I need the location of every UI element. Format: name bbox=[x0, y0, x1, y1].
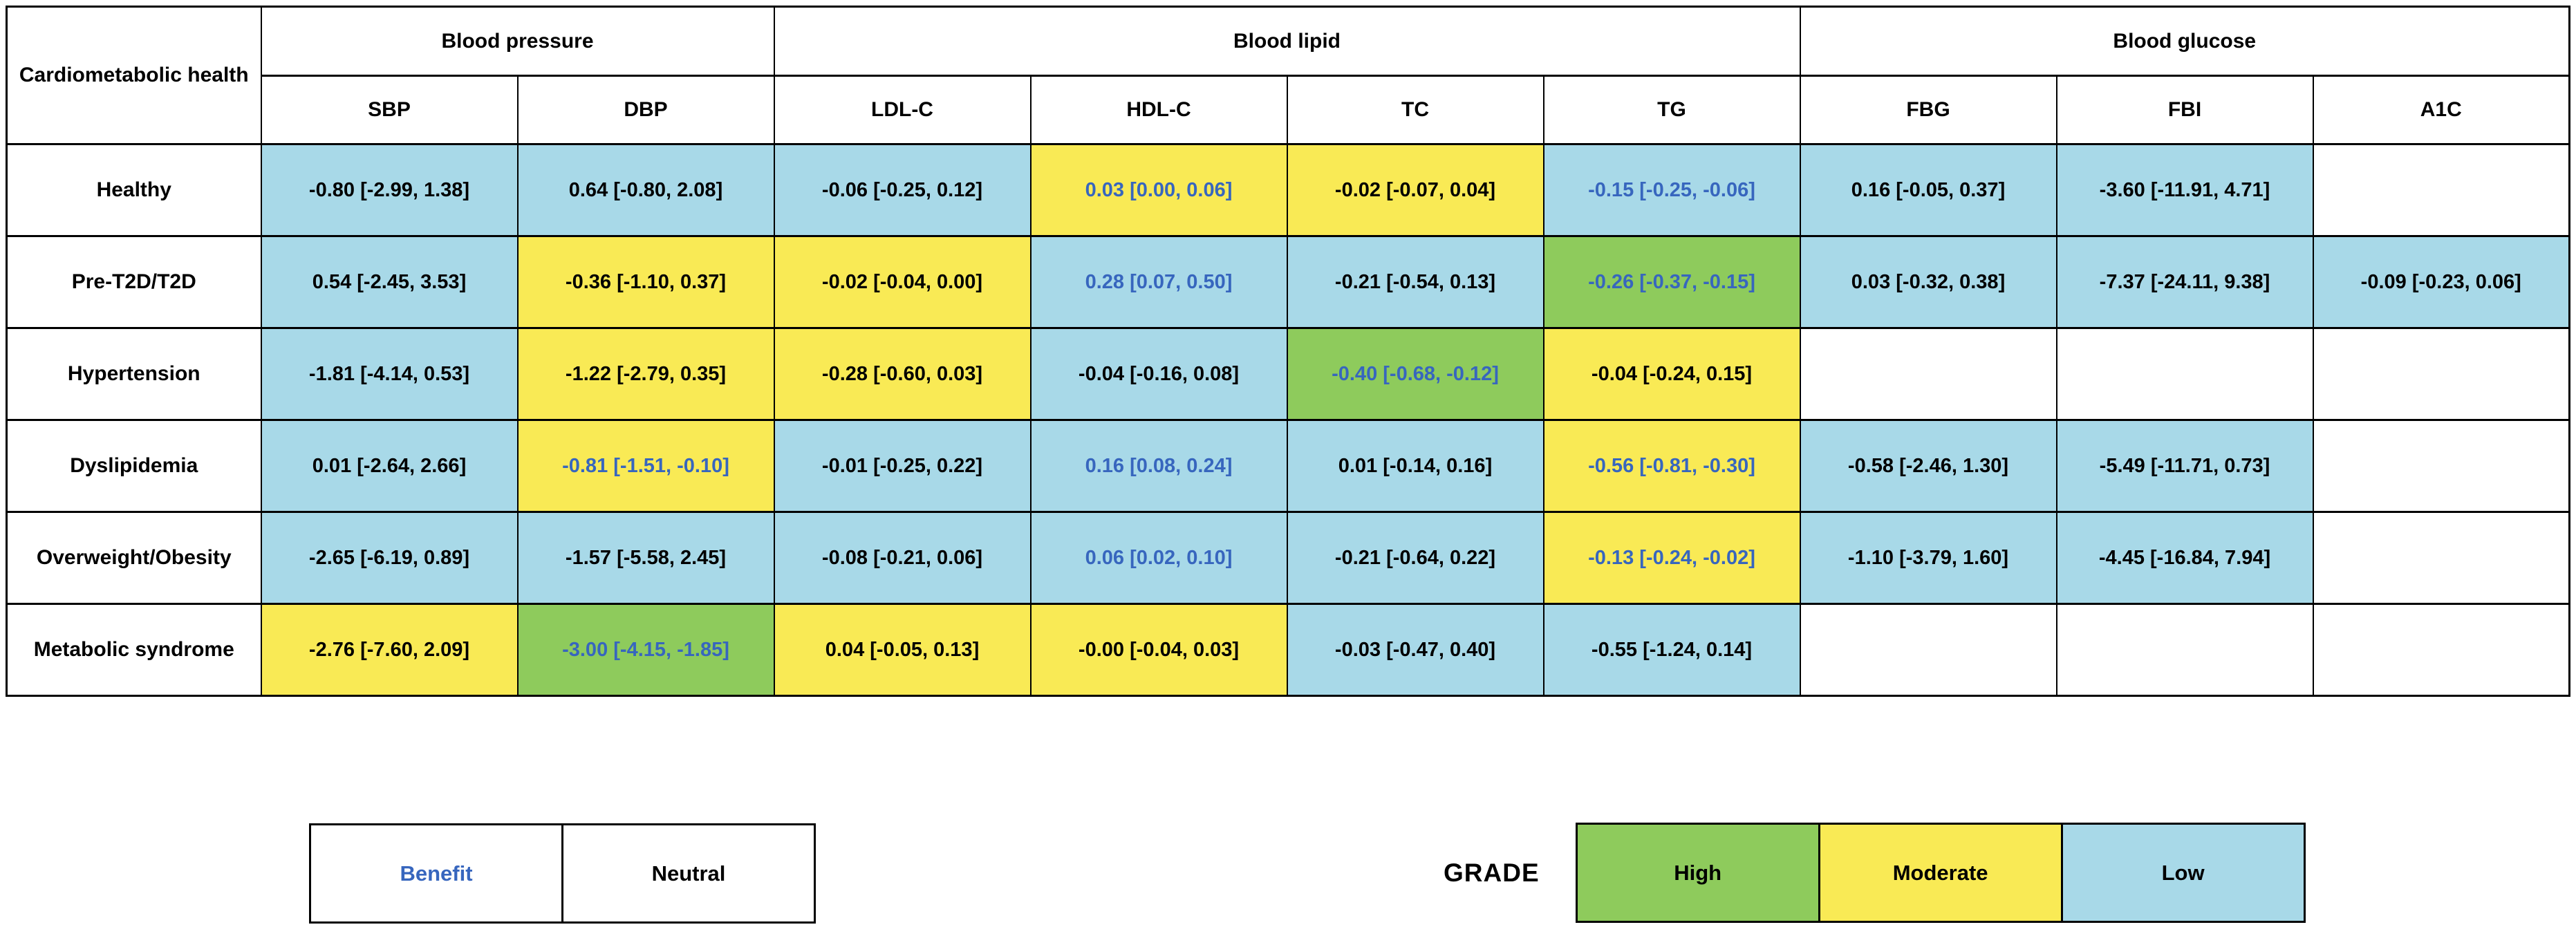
data-cell-healthy-dbp: 0.64 [-0.80, 2.08] bbox=[516, 143, 775, 237]
data-cell-metabolic-syndrome-hdl-c: -0.00 [-0.04, 0.03] bbox=[1029, 603, 1288, 697]
group-header-blood-lipid: Blood lipid bbox=[773, 6, 1801, 77]
data-cell-dyslipidemia-dbp: -0.81 [-1.51, -0.10] bbox=[516, 419, 775, 513]
column-header-dbp: DBP bbox=[516, 75, 775, 145]
table-row-metabolic-syndrome: Metabolic syndrome -2.76 [-7.60, 2.09] -3.… bbox=[6, 603, 2570, 697]
data-cell-dyslipidemia-hdl-c: 0.16 [0.08, 0.24] bbox=[1029, 419, 1288, 513]
data-cell-overweight-obesity-a1c bbox=[2312, 511, 2570, 605]
data-cell-hypertension-ldl-c: -0.28 [-0.60, 0.03] bbox=[773, 327, 1032, 421]
data-cell-dyslipidemia-fbi: -5.49 [-11.71, 0.73] bbox=[2055, 419, 2314, 513]
data-cell-dyslipidemia-a1c bbox=[2312, 419, 2570, 513]
group-header-blood-glucose: Blood glucose bbox=[1799, 6, 2570, 77]
data-cell-pre-t2d-t2d-a1c: -0.09 [-0.23, 0.06] bbox=[2312, 235, 2570, 329]
table-row-overweight-obesity: Overweight/Obesity -2.65 [-6.19, 0.89] -1.… bbox=[6, 511, 2570, 605]
data-cell-dyslipidemia-tg: -0.56 [-0.81, -0.30] bbox=[1542, 419, 1801, 513]
data-cell-hypertension-fbg bbox=[1799, 327, 2057, 421]
data-cell-overweight-obesity-ldl-c: -0.08 [-0.21, 0.06] bbox=[773, 511, 1032, 605]
data-cell-metabolic-syndrome-fbi bbox=[2055, 603, 2314, 697]
data-cell-dyslipidemia-fbg: -0.58 [-2.46, 1.30] bbox=[1799, 419, 2057, 513]
data-cell-dyslipidemia-ldl-c: -0.01 [-0.25, 0.22] bbox=[773, 419, 1032, 513]
data-cell-hypertension-tg: -0.04 [-0.24, 0.15] bbox=[1542, 327, 1801, 421]
effect-legend: Benefit Neutral bbox=[309, 823, 816, 924]
grade-legend: GRADE High Moderate Low bbox=[1444, 822, 2306, 924]
data-cell-metabolic-syndrome-tc: -0.03 [-0.47, 0.40] bbox=[1286, 603, 1544, 697]
row-label-healthy: Healthy bbox=[6, 143, 262, 237]
data-cell-overweight-obesity-sbp: -2.65 [-6.19, 0.89] bbox=[260, 511, 519, 605]
data-cell-overweight-obesity-hdl-c: 0.06 [0.02, 0.10] bbox=[1029, 511, 1288, 605]
data-cell-pre-t2d-t2d-tc: -0.21 [-0.54, 0.13] bbox=[1286, 235, 1544, 329]
data-cell-pre-t2d-t2d-ldl-c: -0.02 [-0.04, 0.00] bbox=[773, 235, 1032, 329]
data-cell-metabolic-syndrome-dbp: -3.00 [-4.15, -1.85] bbox=[516, 603, 775, 697]
column-header-ldl-c: LDL-C bbox=[773, 75, 1032, 145]
legend-high-cell: High bbox=[1575, 823, 1820, 923]
data-cell-pre-t2d-t2d-tg: -0.26 [-0.37, -0.15] bbox=[1542, 235, 1801, 329]
data-cell-hypertension-a1c bbox=[2312, 327, 2570, 421]
row-label-overweight-obesity: Overweight/Obesity bbox=[6, 511, 262, 605]
data-cell-healthy-hdl-c: 0.03 [0.00, 0.06] bbox=[1029, 143, 1288, 237]
data-cell-dyslipidemia-tc: 0.01 [-0.14, 0.16] bbox=[1286, 419, 1544, 513]
table-row-hypertension: Hypertension -1.81 [-4.14, 0.53] -1.22 [-2… bbox=[6, 327, 2570, 421]
row-label-metabolic-syndrome: Metabolic syndrome bbox=[6, 603, 262, 697]
legend-moderate-cell: Moderate bbox=[1818, 823, 2063, 923]
corner-header: Cardiometabolic health bbox=[6, 6, 262, 145]
data-cell-healthy-tg: -0.15 [-0.25, -0.06] bbox=[1542, 143, 1801, 237]
data-cell-overweight-obesity-dbp: -1.57 [-5.58, 2.45] bbox=[516, 511, 775, 605]
data-cell-hypertension-fbi bbox=[2055, 327, 2314, 421]
legend-benefit-cell: Benefit bbox=[309, 823, 563, 924]
data-cell-healthy-fbg: 0.16 [-0.05, 0.37] bbox=[1799, 143, 2057, 237]
data-cell-hypertension-tc: -0.40 [-0.68, -0.12] bbox=[1286, 327, 1544, 421]
column-header-fbi: FBI bbox=[2055, 75, 2314, 145]
legend-neutral-cell: Neutral bbox=[562, 823, 816, 924]
data-cell-pre-t2d-t2d-hdl-c: 0.28 [0.07, 0.50] bbox=[1029, 235, 1288, 329]
data-cell-pre-t2d-t2d-sbp: 0.54 [-2.45, 3.53] bbox=[260, 235, 519, 329]
table-row-pre-t2d-t2d: Pre-T2D/T2D 0.54 [-2.45, 3.53] -0.36 [-1.1… bbox=[6, 235, 2570, 329]
grade-legend-cells: High Moderate Low bbox=[1575, 823, 2306, 923]
column-header-tg: TG bbox=[1542, 75, 1801, 145]
data-cell-hypertension-dbp: -1.22 [-2.79, 0.35] bbox=[516, 327, 775, 421]
data-cell-healthy-fbi: -3.60 [-11.91, 4.71] bbox=[2055, 143, 2314, 237]
data-cell-overweight-obesity-tc: -0.21 [-0.64, 0.22] bbox=[1286, 511, 1544, 605]
data-cell-hypertension-hdl-c: -0.04 [-0.16, 0.08] bbox=[1029, 327, 1288, 421]
data-cell-metabolic-syndrome-tg: -0.55 [-1.24, 0.14] bbox=[1542, 603, 1801, 697]
data-cell-pre-t2d-t2d-dbp: -0.36 [-1.10, 0.37] bbox=[516, 235, 775, 329]
data-cell-hypertension-sbp: -1.81 [-4.14, 0.53] bbox=[260, 327, 519, 421]
table-row-dyslipidemia: Dyslipidemia 0.01 [-2.64, 2.66] -0.81 [-1.… bbox=[6, 419, 2570, 513]
legend-low-cell: Low bbox=[2061, 823, 2306, 923]
table-row-healthy: Healthy -0.80 [-2.99, 1.38] 0.64 [-0.80, 2… bbox=[6, 143, 2570, 237]
grade-legend-title: GRADE bbox=[1444, 858, 1540, 887]
column-header-sbp: SBP bbox=[260, 75, 519, 145]
data-cell-overweight-obesity-tg: -0.13 [-0.24, -0.02] bbox=[1542, 511, 1801, 605]
data-cell-healthy-tc: -0.02 [-0.07, 0.04] bbox=[1286, 143, 1544, 237]
column-header-tc: TC bbox=[1286, 75, 1544, 145]
column-header-a1c: A1C bbox=[2312, 75, 2570, 145]
data-cell-overweight-obesity-fbg: -1.10 [-3.79, 1.60] bbox=[1799, 511, 2057, 605]
row-label-pre-t2d-t2d: Pre-T2D/T2D bbox=[6, 235, 262, 329]
row-label-hypertension: Hypertension bbox=[6, 327, 262, 421]
data-cell-healthy-a1c bbox=[2312, 143, 2570, 237]
data-cell-pre-t2d-t2d-fbg: 0.03 [-0.32, 0.38] bbox=[1799, 235, 2057, 329]
column-header-fbg: FBG bbox=[1799, 75, 2057, 145]
cardiometabolic-grade-table: Cardiometabolic health Blood pressure Bl… bbox=[6, 6, 2570, 697]
row-label-dyslipidemia: Dyslipidemia bbox=[6, 419, 262, 513]
data-cell-dyslipidemia-sbp: 0.01 [-2.64, 2.66] bbox=[260, 419, 519, 513]
data-cell-healthy-ldl-c: -0.06 [-0.25, 0.12] bbox=[773, 143, 1032, 237]
data-cell-metabolic-syndrome-fbg bbox=[1799, 603, 2057, 697]
data-cell-metabolic-syndrome-ldl-c: 0.04 [-0.05, 0.13] bbox=[773, 603, 1032, 697]
group-header-blood-pressure: Blood pressure bbox=[260, 6, 775, 77]
column-header-hdl-c: HDL-C bbox=[1029, 75, 1288, 145]
data-cell-metabolic-syndrome-a1c bbox=[2312, 603, 2570, 697]
data-cell-overweight-obesity-fbi: -4.45 [-16.84, 7.94] bbox=[2055, 511, 2314, 605]
group-header-row: Cardiometabolic health Blood pressure Bl… bbox=[6, 6, 2570, 145]
data-cell-metabolic-syndrome-sbp: -2.76 [-7.60, 2.09] bbox=[260, 603, 519, 697]
column-header-row: SBP DBP LDL-C HDL-C TC TG FBG FBI A1C bbox=[7, 75, 2570, 145]
data-cell-pre-t2d-t2d-fbi: -7.37 [-24.11, 9.38] bbox=[2055, 235, 2314, 329]
data-cell-healthy-sbp: -0.80 [-2.99, 1.38] bbox=[260, 143, 519, 237]
